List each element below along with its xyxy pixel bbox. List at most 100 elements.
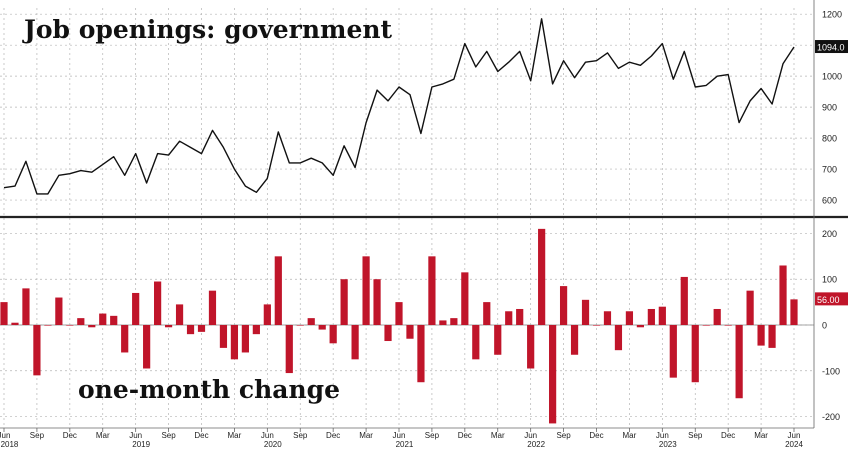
x-tick-year-label: 2021 [396, 440, 414, 449]
x-tick-month-label: Dec [458, 431, 472, 440]
change-bar [658, 306, 666, 325]
change-bar [318, 325, 326, 330]
x-tick-year-label: 2020 [264, 440, 282, 449]
x-tick-month-label: Dec [63, 431, 77, 440]
line-last-value-badge [815, 40, 848, 54]
line-chart-ytick-label: 600 [822, 196, 837, 206]
x-tick-month-label: Mar [228, 431, 242, 440]
change-bar [252, 325, 260, 335]
change-bar [746, 290, 754, 325]
change-bar [570, 325, 579, 355]
change-bar [549, 325, 557, 424]
change-bar [439, 320, 447, 325]
x-tick-month-label: Dec [326, 431, 340, 440]
x-tick-month-label: Sep [688, 431, 703, 440]
change-bar [340, 279, 348, 325]
change-bar [285, 325, 293, 374]
change-bar [307, 318, 315, 325]
change-bar [428, 256, 436, 325]
bar-chart-ytick-label: 0 [822, 321, 827, 331]
x-tick-month-label: Dec [589, 431, 603, 440]
change-bar [208, 290, 217, 325]
change-bar [241, 325, 249, 353]
x-tick-month-label: Jun [129, 431, 142, 440]
change-bar [538, 228, 546, 325]
change-bar [505, 311, 513, 325]
bar-last-value-label: 56.00 [817, 295, 840, 305]
change-bar [483, 302, 491, 325]
change-bar [121, 325, 129, 353]
bar-chart-ytick-label: -100 [822, 366, 840, 376]
x-tick-year-label: 2022 [527, 440, 545, 449]
change-bar [77, 318, 85, 325]
change-bar [592, 325, 601, 326]
job-openings-line [3, 18, 795, 195]
change-bar [417, 325, 425, 383]
change-bar [790, 299, 798, 325]
line-chart-ytick-label: 800 [822, 134, 837, 144]
line-chart-ytick-label: 1200 [822, 10, 842, 20]
change-bar [296, 325, 304, 326]
change-bar [527, 325, 535, 369]
change-bar [603, 311, 612, 325]
x-tick-month-label: Sep [556, 431, 571, 440]
change-bar [55, 297, 63, 325]
change-bar [472, 325, 480, 360]
change-bar [406, 325, 414, 339]
change-bar [263, 304, 271, 325]
x-tick-month-label: Jun [788, 431, 801, 440]
change-bar [713, 308, 721, 325]
x-tick-month-label: Sep [293, 431, 308, 440]
change-bar [362, 256, 370, 325]
change-bar [0, 302, 8, 325]
change-bar [373, 279, 381, 325]
change-bar [669, 325, 677, 378]
change-bar [680, 276, 688, 325]
x-tick-month-label: Jun [524, 431, 537, 440]
x-tick-month-label: Mar [491, 431, 505, 440]
change-bar [647, 308, 655, 325]
change-bar [724, 325, 732, 326]
line-last-value-label: 1094.0 [817, 43, 845, 53]
change-bar [636, 325, 644, 328]
x-tick-year-label: 2024 [785, 440, 803, 449]
bar-chart-ytick-label: 200 [822, 229, 837, 239]
change-bar [230, 325, 239, 360]
change-bar [614, 325, 623, 351]
x-tick-month-label: Sep [161, 431, 176, 440]
change-bar [164, 325, 173, 328]
line-layer [3, 18, 795, 195]
x-tick-month-label: Jun [656, 431, 669, 440]
x-tick-year-label: 2018 [1, 440, 19, 449]
change-bar [461, 272, 469, 325]
bar-last-value-badge [815, 292, 848, 306]
change-bar [735, 325, 743, 399]
change-bar [143, 325, 151, 369]
x-tick-month-label: Jun [0, 431, 10, 440]
change-bar [33, 325, 41, 376]
change-bar [329, 325, 337, 344]
change-bar [219, 325, 228, 348]
x-tick-month-label: Sep [30, 431, 45, 440]
change-bar [175, 304, 184, 325]
x-tick-month-label: Mar [96, 431, 110, 440]
change-bar [66, 325, 74, 326]
x-tick-month-label: Dec [721, 431, 735, 440]
line-chart-title: Job openings: government [22, 15, 393, 44]
bar-chart-ytick-label: 100 [822, 275, 837, 285]
line-chart-ytick-label: 1000 [822, 72, 842, 82]
change-bar [22, 288, 30, 325]
change-bar [581, 299, 590, 325]
change-bar [516, 308, 524, 325]
x-tick-year-label: 2023 [659, 440, 677, 449]
change-bar [768, 325, 776, 348]
change-bar [757, 325, 765, 346]
x-tick-month-label: Mar [359, 431, 373, 440]
x-tick-month-label: Jun [261, 431, 274, 440]
change-bar [702, 325, 710, 326]
x-tick-month-label: Mar [754, 431, 768, 440]
change-bar [625, 311, 634, 325]
change-bar [494, 325, 502, 355]
